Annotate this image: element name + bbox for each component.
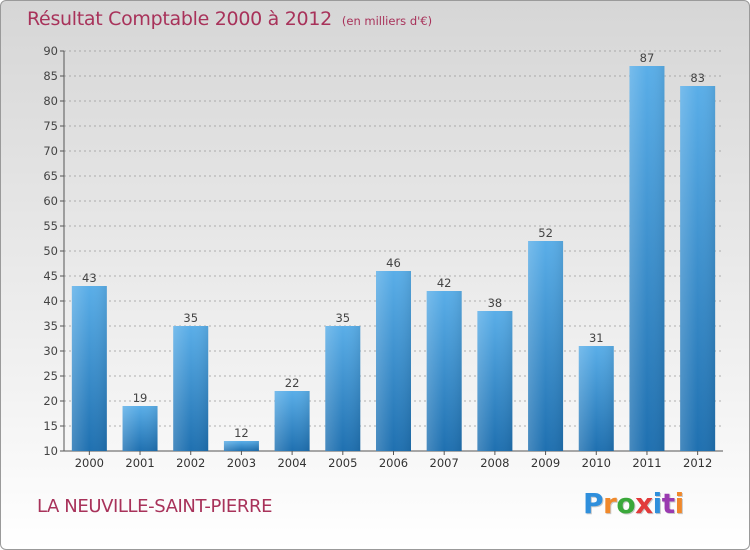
y-tick-label-90: 90 — [43, 44, 58, 58]
y-tick-label-45: 45 — [43, 269, 58, 283]
bar-shine-2004 — [274, 391, 310, 451]
value-label-2003: 12 — [234, 426, 249, 440]
bar-shine-2003 — [223, 441, 259, 451]
bar-shine-2005 — [325, 326, 361, 451]
y-tick-label-85: 85 — [43, 69, 58, 83]
x-tick-label-2004: 2004 — [277, 456, 306, 470]
value-label-2005: 35 — [335, 311, 350, 325]
value-label-2010: 31 — [589, 331, 604, 345]
x-tick-label-2000: 2000 — [75, 456, 104, 470]
bar-shine-2012 — [680, 86, 716, 451]
value-label-2009: 52 — [538, 226, 553, 240]
y-tick-label-10: 10 — [43, 444, 58, 458]
x-tick-label-2002: 2002 — [176, 456, 205, 470]
value-label-2000: 43 — [82, 271, 97, 285]
y-tick-label-30: 30 — [43, 344, 58, 358]
value-label-2012: 83 — [690, 71, 705, 85]
y-tick-label-70: 70 — [43, 144, 58, 158]
logo-letter: t — [661, 487, 675, 520]
value-label-2006: 46 — [386, 256, 401, 270]
bar-shine-2011 — [629, 66, 665, 451]
bars — [71, 66, 716, 451]
y-tick-label-55: 55 — [43, 219, 58, 233]
logo-letter: P — [583, 487, 604, 520]
bar-shine-2007 — [426, 291, 462, 451]
value-label-2002: 35 — [183, 311, 198, 325]
chart-title-block: Résultat Comptable 2000 à 2012 (en millie… — [27, 8, 432, 30]
logo-letter: r — [603, 487, 617, 520]
x-tick-label-2001: 2001 — [125, 456, 154, 470]
bar-shine-2010 — [578, 346, 614, 451]
logo-letter: x — [635, 487, 653, 520]
value-label-2007: 42 — [437, 276, 452, 290]
y-tick-label-25: 25 — [43, 369, 58, 383]
y-tick-label-80: 80 — [43, 94, 58, 108]
bar-shine-2006 — [376, 271, 411, 451]
x-tick-label-2012: 2012 — [683, 456, 712, 470]
labels: 10 15 20 25 30 35 40 45 50 55 60 65 70 75 80 85 90 43 2000… — [43, 44, 712, 470]
proxiti-logo: Proxiti — [583, 487, 684, 520]
logo-letter: i — [652, 487, 663, 520]
place-name: LA NEUVILLE-SAINT-PIERRE — [37, 496, 273, 517]
x-tick-label-2006: 2006 — [379, 456, 408, 470]
value-label-2001: 19 — [133, 391, 148, 405]
bar-shine-2000 — [71, 286, 107, 451]
x-tick-label-2005: 2005 — [328, 456, 357, 470]
y-tick-label-60: 60 — [43, 194, 58, 208]
y-tick-label-75: 75 — [43, 119, 58, 133]
value-label-2011: 87 — [640, 51, 655, 65]
y-tick-label-20: 20 — [43, 394, 58, 408]
logo-letter: o — [616, 487, 636, 520]
y-tick-label-50: 50 — [43, 244, 58, 258]
logo-letter: i — [674, 487, 685, 520]
x-tick-label-2007: 2007 — [430, 456, 459, 470]
y-tick-label-65: 65 — [43, 169, 58, 183]
x-tick-label-2008: 2008 — [480, 456, 509, 470]
x-tick-label-2009: 2009 — [531, 456, 560, 470]
value-label-2008: 38 — [488, 296, 503, 310]
bar-shine-2001 — [122, 406, 158, 451]
y-tick-label-15: 15 — [43, 419, 58, 433]
y-tick-label-40: 40 — [43, 294, 58, 308]
x-tick-label-2011: 2011 — [632, 456, 661, 470]
chart-unit: (en milliers d'€) — [341, 14, 433, 28]
x-tick-label-2003: 2003 — [227, 456, 256, 470]
x-tick-label-2010: 2010 — [582, 456, 611, 470]
chart-title: Résultat Comptable 2000 à 2012 — [27, 8, 332, 30]
value-label-2004: 22 — [285, 376, 300, 390]
bar-shine-2008 — [477, 311, 513, 451]
y-tick-label-35: 35 — [43, 319, 58, 333]
bar-shine-2002 — [173, 326, 209, 451]
bar-shine-2009 — [528, 241, 564, 451]
